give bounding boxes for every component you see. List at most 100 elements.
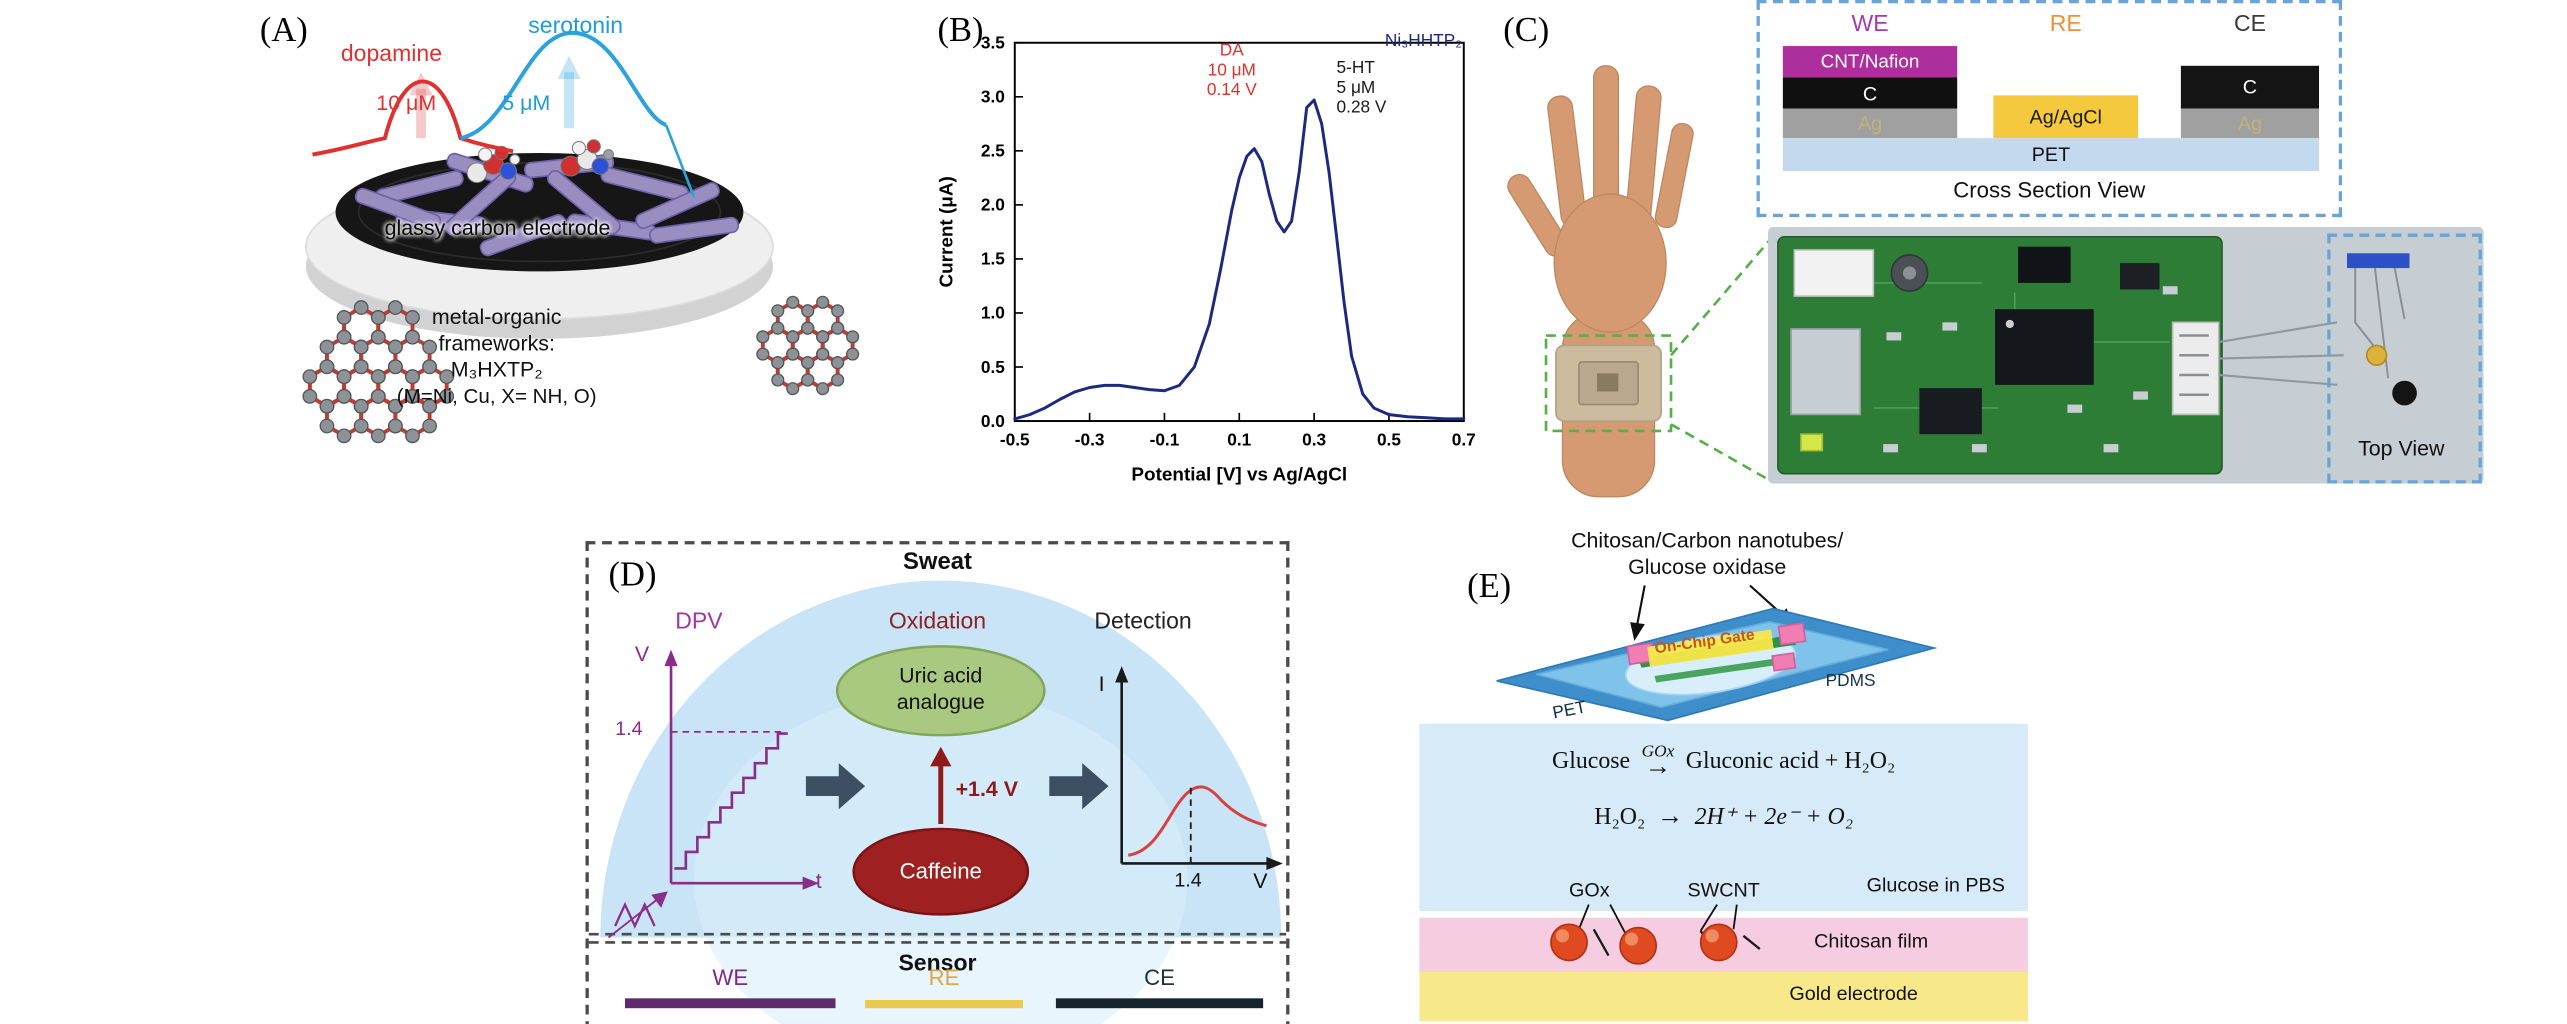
dpv-voltammogram-chart: -0.5 -0.3 -0.1 0.1 0.3 0.5 0.7 0.0 0.5 1.0 1.5 2.0 2… <box>936 30 1476 485</box>
chitosan-label: Chitosan film <box>1814 929 1929 953</box>
eq1-arrow-group: GOx → <box>1641 743 1675 782</box>
glassy-carbon-electrode-label: glassy carbon electrode <box>384 215 611 241</box>
oxidation-potential-label: +1.4 V <box>955 776 1018 801</box>
dopamine-peak-curve <box>312 72 514 157</box>
eq1-arrow: → <box>1644 753 1672 782</box>
carbon-layer-we: C <box>1782 77 1958 109</box>
eq2-left: H₂O₂ <box>1594 803 1646 830</box>
panel-b: (B) -0.5 -0.3 -0.1 0.1 0.3 0.5 0.7 0.0 0.5 1.0 1.5… <box>924 3 1483 496</box>
re-label: RE <box>2049 9 2082 37</box>
svg-text:Current (μA): Current (μA) <box>936 176 957 287</box>
svg-text:3.0: 3.0 <box>981 87 1005 107</box>
dopamine-concentration: 10 μM <box>376 90 437 116</box>
carbon-layer-ce: C <box>2180 65 2320 109</box>
we-electrode-label: WE <box>712 965 749 991</box>
v-axis-label: V <box>634 641 650 667</box>
svg-text:-0.5: -0.5 <box>1000 430 1030 450</box>
mof-caption-line2: frameworks: <box>438 330 555 356</box>
svg-text:0.3: 0.3 <box>1302 430 1326 450</box>
flow-arrows <box>805 763 1109 810</box>
eq1-right: Gluconic acid + H₂O₂ <box>1685 747 1896 775</box>
svg-text:1.0: 1.0 <box>981 303 1005 323</box>
serotonin-peak-curve <box>460 30 696 198</box>
sensor-strip <box>2346 253 2417 406</box>
electrode-schematic-graphic <box>302 30 860 444</box>
panel-c-label: (C) <box>1503 9 1550 50</box>
top-view-caption: Top View <box>2358 435 2445 461</box>
svg-text:2.0: 2.0 <box>981 195 1005 215</box>
svg-text:Potential [V] vs Ag/AgCl: Potential [V] vs Ag/AgCl <box>1131 464 1347 485</box>
silver-layer-we: Ag <box>1782 108 1958 139</box>
agagcl-layer: Ag/AgCl <box>1993 95 2139 139</box>
cross-section-diagram: WE RE CE CNT/Nafion C Ag Ag/AgCl C Ag PE… <box>1756 0 2343 218</box>
pcb-components <box>1790 246 2220 453</box>
svg-text:0.7: 0.7 <box>1452 430 1476 450</box>
reaction-equation-2: H₂O₂ → 2H⁺ + 2e⁻ + O₂ <box>1419 803 2028 833</box>
uric-acid-line1: Uric acid <box>899 662 983 688</box>
mof-note: (M=Ni, Cu, X= NH, O) <box>396 384 597 408</box>
i-axis-label: I <box>1098 671 1105 696</box>
sensor-title: Sensor <box>898 948 977 976</box>
mof-formula: M₃HXTP₂ <box>450 356 543 382</box>
panel-c: (C) WE RE <box>1480 0 2546 507</box>
eq1-left: Glucose <box>1551 747 1631 775</box>
gold-label: Gold electrode <box>1789 981 1918 1005</box>
t-axis-label: t <box>815 868 822 894</box>
caffeine-label: Caffeine <box>899 858 982 884</box>
silver-layer-ce: Ag <box>2180 108 2320 139</box>
serotonin-label: serotonin <box>528 11 624 38</box>
panel-d-label: (D) <box>608 554 657 594</box>
panel-b-label: (B) <box>937 9 984 50</box>
sweat-box-border <box>585 541 1290 1024</box>
svg-text:0.5: 0.5 <box>981 357 1005 377</box>
oxidation-step-label: Oxidation <box>888 606 987 634</box>
eq2-arrow: → <box>1656 802 1684 831</box>
we-label: WE <box>1851 9 1889 37</box>
gox-enzymes <box>1550 923 1738 965</box>
wrist-sensor-band <box>1555 344 1662 422</box>
serotonin-concentration: 5 μM <box>502 90 551 116</box>
panel-a-label: (A) <box>259 9 308 50</box>
pcb-graphic <box>1777 236 2417 475</box>
svg-text:Ni₃HHTP₂: Ni₃HHTP₂ <box>1385 30 1462 50</box>
pdms-label: PDMS <box>1825 671 1876 691</box>
callout-line2: Glucose oxidase <box>1628 554 1787 579</box>
svg-text:0.0: 0.0 <box>981 411 1005 431</box>
re-electrode-label: RE <box>928 965 960 991</box>
gox-swcnt-pointer-lines <box>1578 904 1738 933</box>
uric-acid-oval <box>835 645 1046 737</box>
gold-electrode-layer <box>1419 972 2028 1022</box>
panel-e: (E) Chitosan/Carbon nanotubes/ Glucose o… <box>1395 527 2040 1023</box>
detection-plot <box>1115 666 1283 871</box>
sweat-sensing-schematic <box>588 580 1287 1024</box>
medium-label: Glucose in PBS <box>1866 873 2005 897</box>
eq1-catalyst: GOx <box>1641 743 1675 762</box>
peak-potential-label: 1.4 <box>1174 868 1202 892</box>
sweat-title: Sweat <box>902 549 972 576</box>
svg-text:2.5: 2.5 <box>981 141 1005 161</box>
gox-label: GOx <box>1569 878 1610 902</box>
reaction-box: Glucose GOx → Gluconic acid + H₂O₂ H₂O₂ →… <box>1419 723 2028 912</box>
eq2-right: 2H⁺ + 2e⁻ + O₂ <box>1694 803 1854 830</box>
mof-honeycomb-structures <box>302 295 860 444</box>
panel-e-label: (E) <box>1467 565 1512 606</box>
ce-electrode-label: CE <box>1144 965 1175 991</box>
svg-text:-0.3: -0.3 <box>1075 430 1105 450</box>
caffeine-oval <box>852 827 1030 916</box>
callout-line1: Chitosan/Carbon nanotubes/ <box>1571 527 1844 553</box>
dopamine-label: dopamine <box>340 39 443 66</box>
forearm-hand <box>1507 65 1694 498</box>
cross-section-caption: Cross Section View <box>1953 177 2146 203</box>
pet-layer: PET <box>1782 138 2320 172</box>
dpv-step-label: DPV <box>675 606 723 634</box>
svg-text:0.5: 0.5 <box>1377 430 1401 450</box>
analyte-molecules <box>466 139 614 184</box>
sgfet-chip-graphic <box>1496 584 1938 965</box>
step-level-label: 1.4 <box>615 717 643 741</box>
x-unit-label: V <box>1253 868 1268 894</box>
oxidation-arrow <box>930 746 952 824</box>
zoom-connector-lines <box>1544 239 1771 482</box>
